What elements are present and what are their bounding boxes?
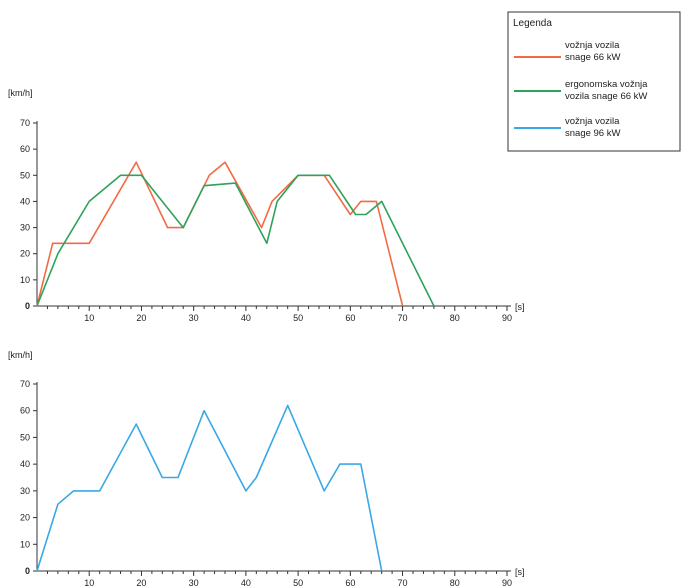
bottom-y-tick-label: 10 (20, 539, 30, 549)
top-x-tick-label: 50 (293, 313, 303, 323)
top-y-tick-label: 20 (20, 249, 30, 259)
legend-entry-1-line-1: vožnja vozila (565, 40, 620, 51)
bottom-y-tick-label: 70 (20, 379, 30, 389)
top-y-tick-label: 70 (20, 118, 30, 128)
bottom-x-tick-label: 90 (502, 578, 512, 587)
top-series-2-line (36, 174, 435, 307)
top-series-1-line (36, 161, 404, 307)
top-x-tick-label: 40 (241, 313, 251, 323)
chart-bottom: 0 10 20 30 40 50 60 70 10 20 30 40 50 60 70 80 90 [km/h] [… (8, 350, 525, 587)
legend-entry-1-line-2: snage 66 kW (565, 52, 620, 63)
bottom-series-1-line (36, 404, 383, 572)
bottom-y-tick-label: 30 (20, 486, 30, 496)
top-y-tick-label: 0 (25, 301, 30, 311)
bottom-y-unit: [km/h] (8, 350, 33, 360)
top-x-tick-label: 20 (136, 313, 146, 323)
top-y-tick-label: 40 (20, 196, 30, 206)
bottom-x-tick-label: 60 (345, 578, 355, 587)
top-y-tick-label: 10 (20, 275, 30, 285)
legend-entry-2-line-1: ergonomska vožnja (565, 79, 648, 90)
top-y-tick-label: 30 (20, 223, 30, 233)
chart-top: 0 10 20 30 40 50 60 70 10 20 30 40 50 60 70 80 90 [km/h] [… (8, 88, 525, 323)
bottom-x-tick-label: 30 (189, 578, 199, 587)
bottom-x-tick-label: 80 (450, 578, 460, 587)
top-y-tick-label: 50 (20, 170, 30, 180)
legend-entry-2-line-2: vozila snage 66 kW (565, 91, 647, 102)
legend-entry-3-line-1: vožnja vozila (565, 116, 620, 127)
bottom-y-tick-label: 50 (20, 432, 30, 442)
bottom-y-tick-label: 60 (20, 406, 30, 416)
top-y-unit: [km/h] (8, 88, 33, 98)
legend-title: Legenda (513, 18, 552, 29)
legend-entry-3-line-2: snage 96 kW (565, 128, 620, 139)
top-x-tick-label: 10 (84, 313, 94, 323)
bottom-x-unit: [s] (515, 567, 525, 577)
top-y-tick-label: 60 (20, 144, 30, 154)
bottom-x-tick-label: 20 (136, 578, 146, 587)
top-x-tick-label: 60 (345, 313, 355, 323)
bottom-x-tick-label: 70 (398, 578, 408, 587)
bottom-x-tick-label: 40 (241, 578, 251, 587)
bottom-y-tick-label: 40 (20, 459, 30, 469)
top-x-tick-label: 70 (398, 313, 408, 323)
top-x-tick-label: 80 (450, 313, 460, 323)
bottom-x-tick-label: 50 (293, 578, 303, 587)
bottom-x-tick-label: 10 (84, 578, 94, 587)
top-x-tick-label: 30 (189, 313, 199, 323)
bottom-y-tick-label: 0 (25, 566, 30, 576)
top-x-unit: [s] (515, 302, 525, 312)
legend: Legenda vožnja vozila snage 66 kW ergono… (507, 11, 681, 152)
top-x-tick-label: 90 (502, 313, 512, 323)
bottom-y-tick-label: 20 (20, 513, 30, 523)
